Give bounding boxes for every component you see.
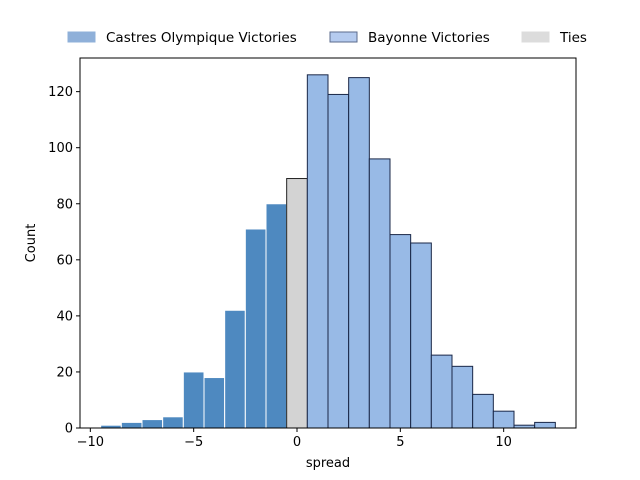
y-axis: 0 20 40 60 80 100 120 xyxy=(48,85,80,437)
bar-bayonne-victories-2 xyxy=(348,77,370,429)
x-axis-title: spread xyxy=(306,456,350,471)
bar-bayonne-victories-6 xyxy=(430,354,453,429)
y-tick-label: 40 xyxy=(56,309,73,324)
y-axis-title: Count xyxy=(24,224,39,263)
x-tick-label: 10 xyxy=(495,435,512,450)
bar-castres-olympique-victories-4 xyxy=(182,371,205,429)
bar-bayonne-victories-3 xyxy=(368,158,391,429)
legend-swatch-ties xyxy=(521,31,550,43)
y-tick-label: 60 xyxy=(56,253,73,268)
y-tick-label: 80 xyxy=(56,197,73,212)
bar-castres-olympique-victories-7 xyxy=(244,228,267,429)
bar-bayonne-victories-9 xyxy=(492,410,515,429)
bar-bayonne-victories-11 xyxy=(534,421,556,429)
bar-bayonne-victories-0 xyxy=(306,74,329,429)
y-tick-label: 120 xyxy=(48,85,73,100)
bar-bayonne-victories-1 xyxy=(327,93,350,429)
bar-bayonne-victories-7 xyxy=(451,365,474,429)
x-tick-label: −10 xyxy=(77,435,104,450)
plot-frame xyxy=(79,57,577,429)
bar-castres-olympique-victories-5 xyxy=(203,377,226,429)
bar-bayonne-victories-4 xyxy=(389,234,412,429)
x-tick-label: 5 xyxy=(396,435,404,450)
bar-castres-olympique-victories-2 xyxy=(141,419,164,429)
bar-castres-olympique-victories-1 xyxy=(120,421,143,429)
y-tick-label: 20 xyxy=(56,365,73,380)
y-tick-label: 0 xyxy=(65,422,73,437)
x-axis: −10 −5 0 5 10 xyxy=(77,428,512,450)
legend-label-castres-olympique-victories: Castres Olympique Victories xyxy=(106,30,297,46)
bar-ties-0 xyxy=(286,178,308,429)
bar-bayonne-victories-5 xyxy=(410,242,432,429)
legend-swatch-castres-olympique-victories xyxy=(67,31,96,43)
y-tick-label: 100 xyxy=(48,141,73,156)
x-tick-label: 0 xyxy=(293,435,301,450)
legend-label-bayonne-victories: Bayonne Victories xyxy=(368,30,490,46)
legend-swatch-bayonne-victories xyxy=(329,31,358,43)
bars xyxy=(100,74,556,429)
legend: Castres Olympique Victories Bayonne Victo… xyxy=(67,30,587,46)
bar-castres-olympique-victories-8 xyxy=(265,203,288,429)
bar-castres-olympique-victories-6 xyxy=(224,309,246,429)
bar-castres-olympique-victories-3 xyxy=(162,416,184,429)
legend-label-ties: Ties xyxy=(559,30,587,46)
x-tick-label: −5 xyxy=(184,435,203,450)
bar-bayonne-victories-8 xyxy=(472,393,494,429)
